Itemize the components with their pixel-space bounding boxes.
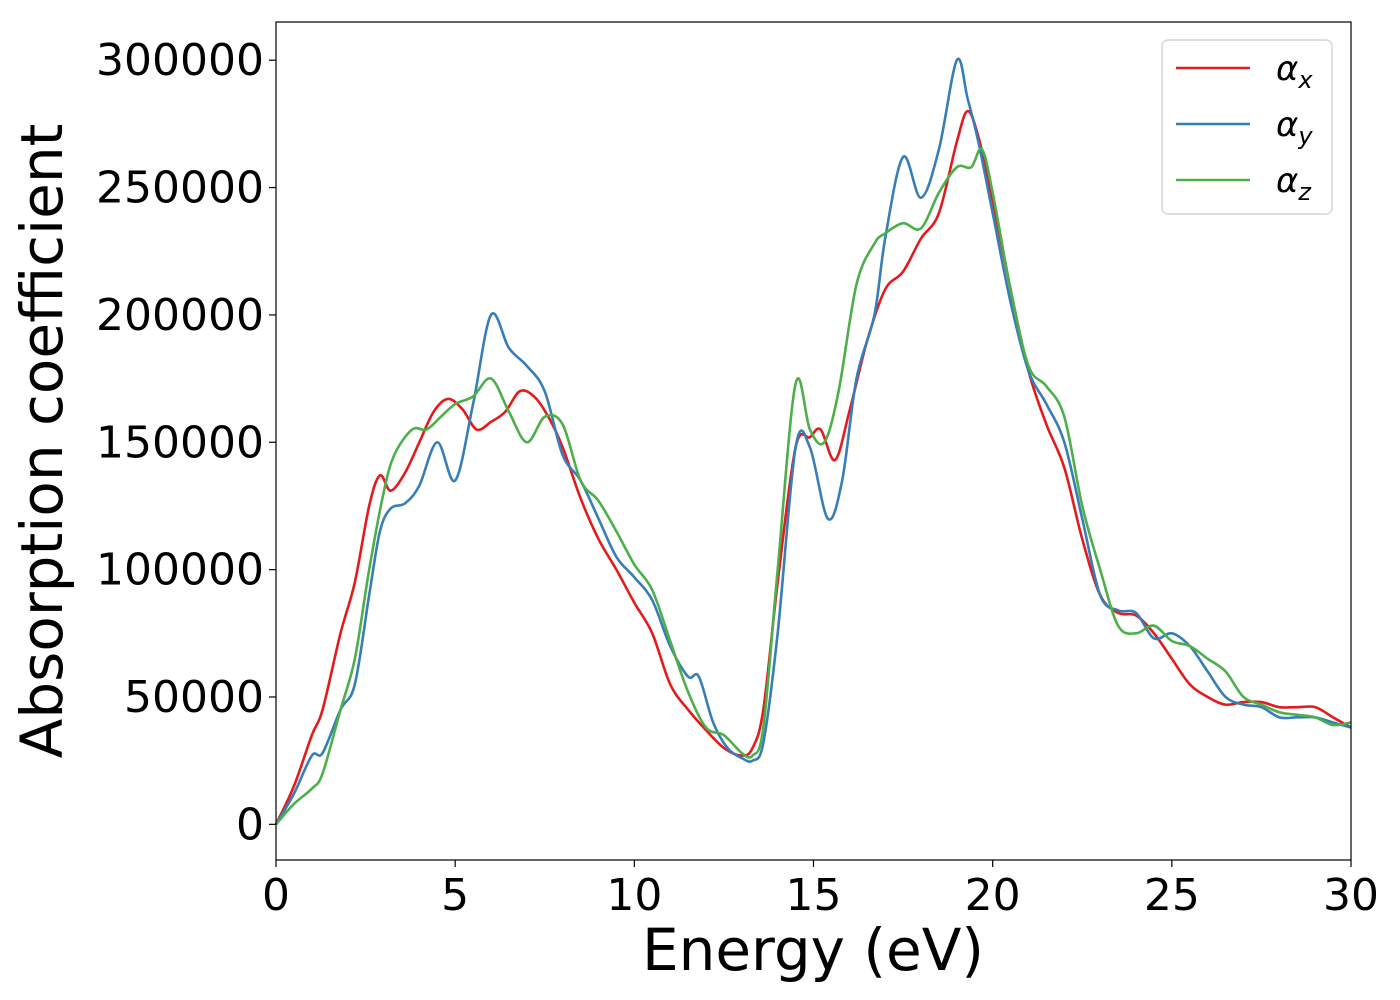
series-line-y — [274, 57, 1352, 825]
y-tick-label: 200000 — [96, 290, 264, 341]
x-tick-label: 25 — [1144, 870, 1200, 921]
legend-box — [1161, 39, 1333, 215]
x-tick-label: 20 — [965, 870, 1021, 921]
x-axis-ticks: 0 5 10 15 20 25 30 — [262, 860, 1379, 921]
x-tick-label: 15 — [786, 870, 842, 921]
x-tick-label: 0 — [262, 870, 290, 921]
y-tick-label: 150000 — [96, 417, 264, 468]
y-axis-label: Absorption coefficient — [8, 124, 76, 759]
series-line-z — [275, 147, 1352, 826]
y-tick-label: 0 — [236, 799, 264, 850]
series-layer — [274, 57, 1352, 826]
y-tick-label: 300000 — [96, 35, 264, 86]
series-line-x — [274, 109, 1352, 825]
legend-subscript: z — [1297, 178, 1312, 206]
legend-subscript: x — [1297, 66, 1313, 94]
y-tick-label: 50000 — [124, 672, 264, 723]
legend-subscript: y — [1297, 122, 1313, 150]
x-tick-label: 5 — [441, 870, 469, 921]
x-tick-label: 30 — [1323, 870, 1379, 921]
y-tick-label: 250000 — [96, 163, 264, 214]
x-axis-label: Energy (eV) — [642, 916, 984, 984]
y-axis-ticks: 0 50000 100000 150000 200000 250000 300000 — [96, 35, 276, 850]
y-tick-label: 100000 — [96, 545, 264, 596]
x-tick-label: 10 — [606, 870, 662, 921]
